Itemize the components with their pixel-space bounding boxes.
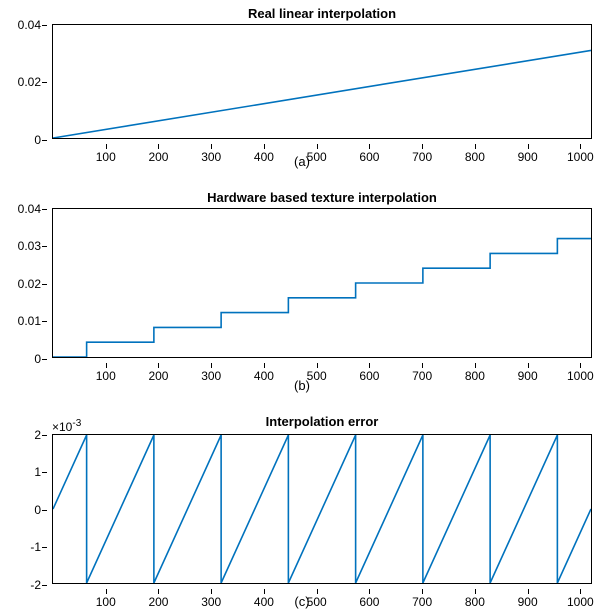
figure-container: Real linear interpolation 00.020.04 1002… bbox=[0, 0, 604, 612]
y-tick-label: 2 bbox=[34, 428, 41, 442]
y-tick-label: 0 bbox=[34, 503, 41, 517]
y-tick-label: 0.02 bbox=[18, 277, 41, 291]
panel-c: Interpolation error ×10-3 -2-1012 100200… bbox=[52, 414, 592, 584]
panel-a-sublabel: (a) bbox=[0, 154, 604, 169]
y-exp-base: ×10 bbox=[52, 420, 72, 434]
y-tick-label: 0.03 bbox=[18, 239, 41, 253]
y-tick-label: 0.01 bbox=[18, 314, 41, 328]
panel-c-line bbox=[53, 435, 591, 583]
y-tick-label: 0 bbox=[34, 133, 41, 147]
y-tick-label: -2 bbox=[30, 578, 41, 592]
panel-a: Real linear interpolation 00.020.04 1002… bbox=[52, 6, 592, 139]
panel-a-plot: 00.020.04 100200300400500600700800900100… bbox=[52, 24, 592, 139]
panel-a-title: Real linear interpolation bbox=[52, 6, 592, 22]
panel-c-title: Interpolation error bbox=[52, 414, 592, 430]
y-tick-label: 0 bbox=[34, 352, 41, 366]
y-tick-label: 0.02 bbox=[18, 75, 41, 89]
panel-b: Hardware based texture interpolation 00.… bbox=[52, 190, 592, 358]
panel-b-line bbox=[53, 209, 591, 357]
y-tick-label: 0.04 bbox=[18, 18, 41, 32]
panel-b-sublabel: (b) bbox=[0, 378, 604, 393]
panel-b-plot: 00.010.020.030.04 1002003004005006007008… bbox=[52, 208, 592, 358]
y-exp-sup: -3 bbox=[72, 418, 81, 429]
y-tick-label: 1 bbox=[34, 465, 41, 479]
y-tick-label: 0.04 bbox=[18, 202, 41, 216]
y-tick-label: -1 bbox=[30, 540, 41, 554]
panel-c-y-exponent: ×10-3 bbox=[52, 418, 81, 434]
panel-c-sublabel: (c) bbox=[0, 594, 604, 609]
panel-a-line bbox=[53, 25, 591, 138]
panel-c-plot: -2-1012 1002003004005006007008009001000 bbox=[52, 434, 592, 584]
panel-b-title: Hardware based texture interpolation bbox=[52, 190, 592, 206]
